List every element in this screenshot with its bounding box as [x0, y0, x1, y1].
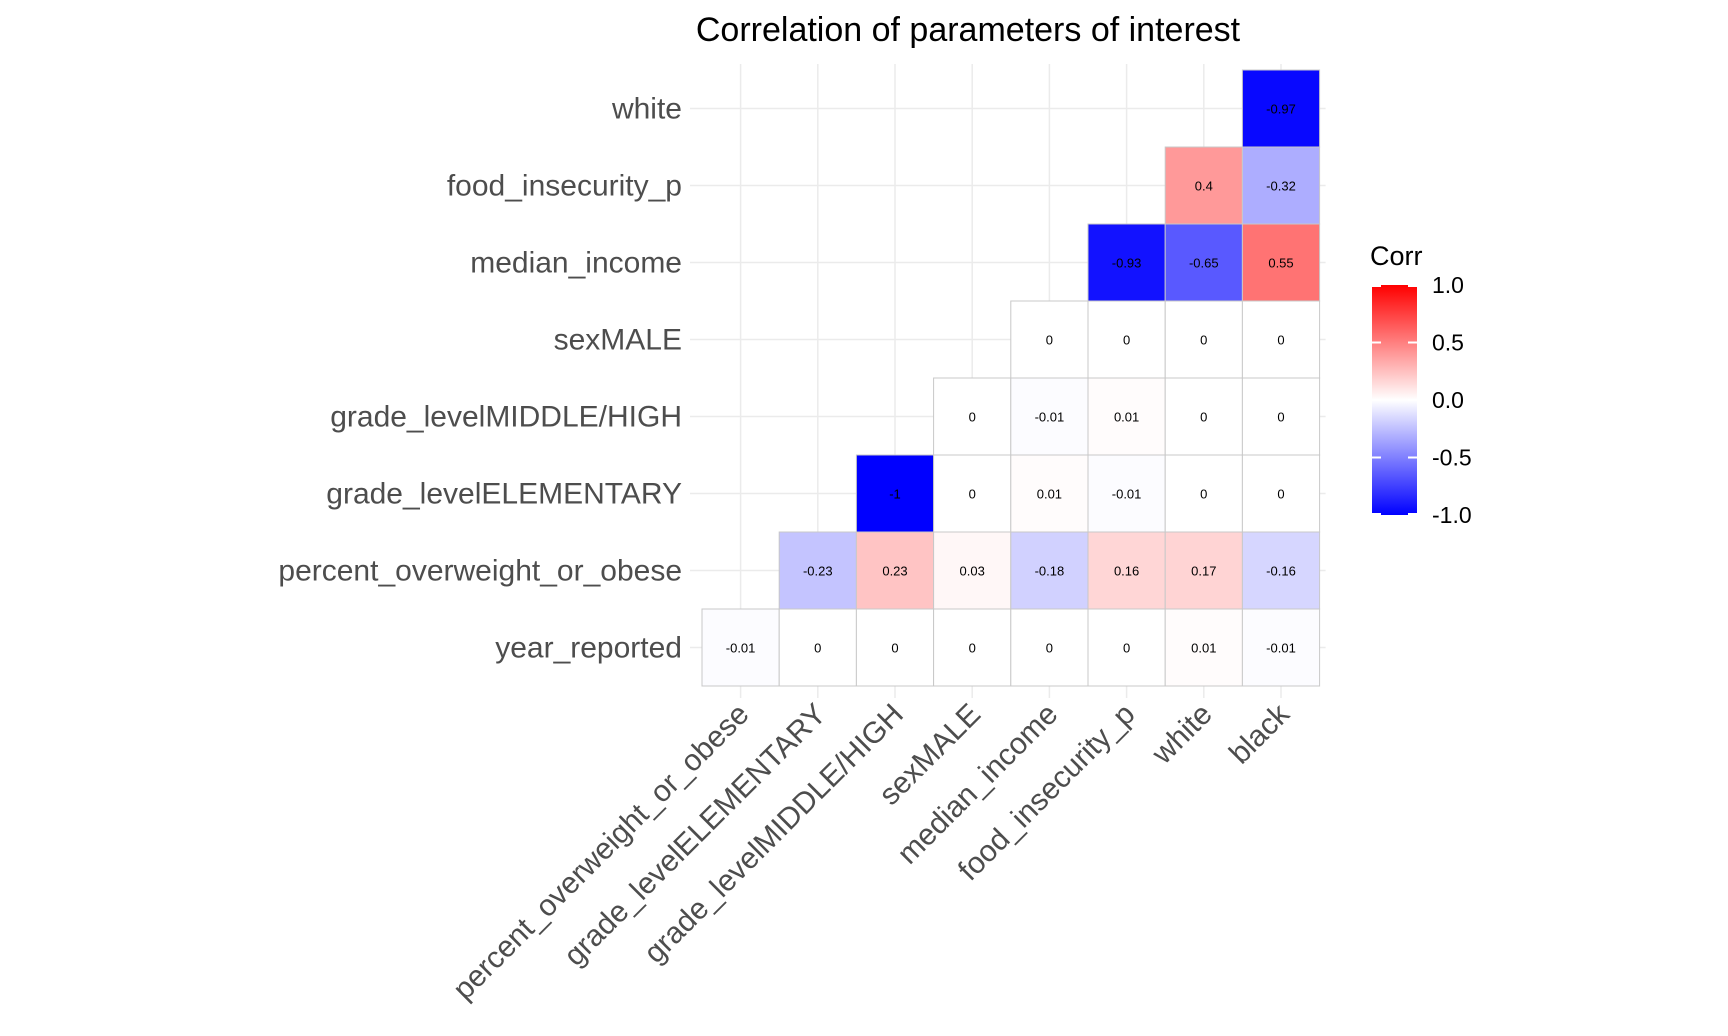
heatmap-cell — [1164, 146, 1243, 225]
cell-value-label: 0 — [1200, 410, 1207, 425]
chart-title: Correlation of parameters of interest — [696, 11, 1241, 49]
legend-ticks: 1.0 0.5 0.0 -0.5 -1.0 — [1372, 272, 1472, 528]
heatmap-cell — [1241, 69, 1321, 148]
legend-tick-label: -0.5 — [1432, 445, 1472, 471]
heatmap-cell — [1164, 454, 1243, 533]
cell-value-label: -0.18 — [1035, 564, 1065, 579]
y-tick-label: percent_overweight_or_obese — [278, 555, 682, 588]
legend-tick-label: 0.0 — [1432, 387, 1464, 413]
cell-value-label: -0.65 — [1189, 256, 1219, 271]
heatmap-cell — [933, 377, 1012, 456]
heatmap-cell — [1087, 531, 1166, 610]
legend-title: Corr — [1370, 241, 1423, 271]
heatmap-cell — [778, 608, 857, 687]
heatmap-cell — [1164, 531, 1243, 610]
y-tick-label: median_income — [470, 247, 682, 280]
heatmap-cell — [1087, 300, 1166, 379]
cell-value-label: 0.17 — [1191, 564, 1216, 579]
cell-value-label: 0.16 — [1114, 564, 1139, 579]
heatmap-cell — [1241, 531, 1321, 610]
heatmap-cell — [1010, 377, 1089, 456]
cell-value-label: 0.4 — [1195, 179, 1213, 194]
legend-tick-label: 0.5 — [1432, 330, 1464, 356]
cell-value-label: -0.23 — [803, 564, 833, 579]
heatmap-cell — [1164, 223, 1243, 302]
legend: Corr 1.0 0.5 0.0 -0.5 -1.0 — [1370, 241, 1472, 528]
x-tick-label: white — [1145, 698, 1219, 772]
cell-value-label: 0 — [891, 641, 898, 656]
heatmap-cell — [1010, 531, 1089, 610]
cell-value-label: 0 — [1046, 333, 1053, 348]
cell-value-label: -0.01 — [726, 641, 756, 656]
heatmap-cell — [933, 531, 1012, 610]
cell-value-label: 0 — [1046, 641, 1053, 656]
cell-value-label: -0.97 — [1266, 102, 1296, 117]
x-axis-tick-labels: percent_overweight_or_obesegrade_levelEL… — [447, 697, 1297, 1006]
x-tick-label: black — [1223, 697, 1297, 771]
y-axis-tick-labels: year_reported percent_overweight_or_obese… — [278, 93, 682, 665]
heatmap-cell — [1241, 146, 1321, 225]
heatmap-cell — [933, 454, 1012, 533]
cell-value-label: 0.55 — [1268, 256, 1293, 271]
heatmap-cell — [1241, 454, 1321, 533]
cell-value-label: -0.32 — [1266, 179, 1296, 194]
heatmap-cell — [1010, 608, 1089, 687]
legend-tick-label: 1.0 — [1432, 272, 1464, 298]
heatmap-cell — [1087, 608, 1166, 687]
cell-value-label: 0 — [1277, 410, 1284, 425]
cell-value-label: -0.16 — [1266, 564, 1296, 579]
cell-value-label: 0.23 — [882, 564, 907, 579]
heatmap-cell — [855, 608, 935, 687]
y-tick-label: year_reported — [495, 632, 682, 665]
heatmap-cell — [1241, 377, 1321, 456]
y-tick-label: white — [611, 93, 682, 126]
cell-value-label: -1 — [889, 487, 901, 502]
y-tick-label: sexMALE — [554, 324, 682, 357]
heatmap-cell — [778, 531, 857, 610]
cell-value-label: 0 — [1123, 333, 1130, 348]
cell-value-label: 0 — [1200, 487, 1207, 502]
cell-value-label: 0 — [1277, 333, 1284, 348]
heatmap-cell — [1010, 300, 1089, 379]
y-tick-label: grade_levelELEMENTARY — [326, 478, 682, 511]
cell-value-label: 0 — [1123, 641, 1130, 656]
cell-value-label: 0 — [1200, 333, 1207, 348]
heatmap-cell — [1241, 608, 1321, 687]
cell-value-label: -0.01 — [1035, 410, 1065, 425]
heatmap-cell — [855, 454, 935, 533]
cell-value-label: -0.01 — [1266, 641, 1296, 656]
cell-value-label: 0 — [969, 641, 976, 656]
cell-value-label: -0.01 — [1112, 487, 1142, 502]
cell-value-label: 0.01 — [1191, 641, 1216, 656]
cell-value-label: 0 — [969, 487, 976, 502]
heatmap-cell — [1087, 454, 1166, 533]
x-tick-label: percent_overweight_or_obese — [447, 698, 756, 1007]
cell-value-label: 0 — [969, 410, 976, 425]
heatmap-cell — [855, 531, 935, 610]
cell-labels: -0.01 0 0 0 0 0 0.01 -0.01 -0.23 0.23 0.03 -0.18 0.1… — [726, 102, 1296, 656]
y-tick-label: grade_levelMIDDLE/HIGH — [330, 401, 682, 434]
cell-value-label: 0 — [814, 641, 821, 656]
heatmap-cells — [701, 69, 1321, 687]
heatmap-cell — [1241, 300, 1321, 379]
legend-tick-label: -1.0 — [1432, 502, 1472, 528]
heatmap-cell — [701, 608, 780, 687]
cell-value-label: 0.01 — [1114, 410, 1139, 425]
cell-value-label: 0.03 — [960, 564, 985, 579]
cell-value-label: 0 — [1277, 487, 1284, 502]
heatmap-cell — [933, 608, 1012, 687]
cell-value-label: 0.01 — [1037, 487, 1062, 502]
cell-value-label: -0.93 — [1112, 256, 1142, 271]
y-tick-label: food_insecurity_p — [447, 170, 682, 203]
